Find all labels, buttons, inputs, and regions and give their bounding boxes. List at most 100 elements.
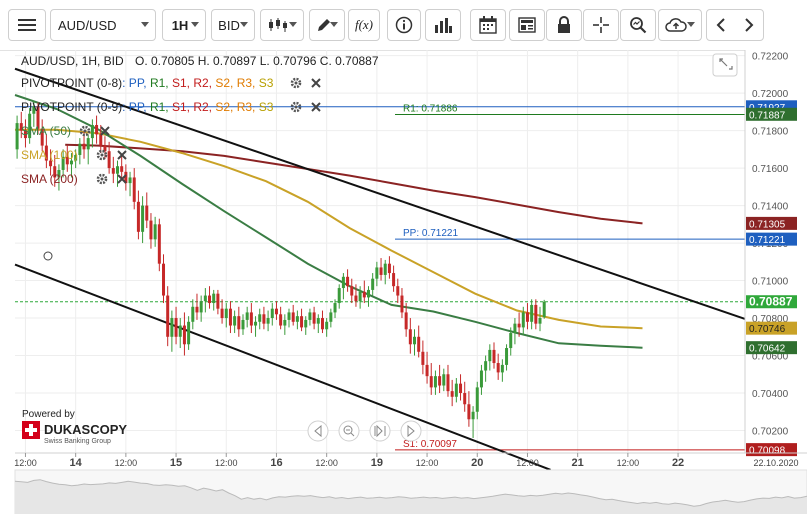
candle-body <box>74 154 78 161</box>
candle <box>387 256 391 279</box>
candle-body <box>199 301 203 313</box>
info-button[interactable] <box>387 9 421 41</box>
candle <box>308 308 312 326</box>
chevron-right-icon[interactable] <box>742 17 756 33</box>
candle-body <box>90 124 94 139</box>
trend-line[interactable] <box>14 67 746 320</box>
indicator-row[interactable]: PIVOTPOINT (0-8): PP, R1, S1, R2, S2, R3… <box>21 76 321 90</box>
indicator-row[interactable]: SMA (200) <box>21 172 127 186</box>
indicator-row[interactable]: SMA (100) <box>21 148 127 162</box>
news-button[interactable] <box>509 9 545 41</box>
candle <box>442 368 446 392</box>
expand-button[interactable] <box>712 53 738 77</box>
candle-body <box>291 312 295 322</box>
candle <box>375 261 379 287</box>
moving-averages <box>14 94 643 349</box>
candle <box>53 154 57 187</box>
candle-body <box>178 325 182 337</box>
timeframe-select[interactable]: 1H <box>162 9 206 41</box>
scroll-left-button[interactable] <box>307 420 329 442</box>
candle-body <box>417 336 421 352</box>
volume-button[interactable] <box>425 9 461 41</box>
gear-icon[interactable] <box>79 125 91 137</box>
price-badge: 0.70098 <box>746 443 797 457</box>
time-tick-label: 22 <box>672 457 684 469</box>
indicators-button[interactable]: f(x) <box>348 9 380 41</box>
zoom-button[interactable] <box>620 9 656 41</box>
indicator-row[interactable]: SMA (50) <box>21 124 110 138</box>
candle-body <box>237 316 241 330</box>
candle <box>329 308 333 328</box>
candle-body <box>82 143 86 150</box>
expand-icon <box>719 58 733 70</box>
close-icon[interactable] <box>117 174 127 184</box>
draw-handle[interactable] <box>43 251 53 261</box>
candle-body <box>228 308 232 326</box>
gear-hub <box>294 105 298 109</box>
price-chart[interactable]: R1: 0.71886 PP: 0.71221 S1: 0.70097 0.7020… <box>0 50 807 515</box>
price-side-select[interactable]: BID <box>211 9 255 41</box>
lock-button[interactable] <box>546 9 582 41</box>
calendar-button[interactable] <box>470 9 506 41</box>
candle <box>509 327 513 356</box>
price-badge: 0.71305 <box>746 216 797 230</box>
time-tick-label: 12:00 <box>416 458 439 468</box>
candle-body <box>61 156 65 170</box>
candle <box>341 273 345 300</box>
candle <box>258 308 262 330</box>
candles-icon <box>269 18 287 32</box>
gear-icon[interactable] <box>96 173 108 185</box>
candle <box>153 216 157 247</box>
candle-body <box>195 306 199 313</box>
candle <box>295 310 299 330</box>
time-tick-label: 12:00 <box>115 458 138 468</box>
close-icon[interactable] <box>117 150 127 160</box>
candle <box>136 190 140 240</box>
draw-tool-button[interactable] <box>309 9 345 41</box>
gear-icon[interactable] <box>290 101 302 113</box>
candle-body <box>103 145 107 152</box>
handle-icon[interactable] <box>43 251 53 261</box>
candle <box>199 295 203 322</box>
zoom-icon <box>630 17 647 34</box>
candle <box>400 288 404 319</box>
candle-body <box>32 106 36 114</box>
newspaper-icon <box>518 17 536 33</box>
close-icon[interactable] <box>311 78 321 88</box>
reset-zoom-button[interactable] <box>369 420 391 442</box>
scroll-right-button[interactable] <box>400 420 422 442</box>
chevron-left-icon[interactable] <box>714 17 728 33</box>
crosshair-button[interactable] <box>583 9 619 41</box>
candle-body <box>28 113 32 139</box>
candle <box>463 381 467 412</box>
chart-area[interactable]: R1: 0.71886 PP: 0.71221 S1: 0.70097 0.7020… <box>0 50 807 515</box>
gear-icon[interactable] <box>96 149 108 161</box>
candle <box>479 364 483 395</box>
candle-body <box>166 295 170 337</box>
chart-type-button[interactable] <box>260 9 304 41</box>
upload-button[interactable] <box>658 9 702 41</box>
indicator-row[interactable]: PIVOTPOINT (0-9): PP, R1, S1, R2, S2, R3… <box>21 100 321 114</box>
expand-button-frame[interactable] <box>712 53 738 77</box>
menu-button[interactable] <box>8 9 46 41</box>
candle <box>454 378 458 403</box>
candle-body <box>120 166 124 172</box>
close-icon[interactable] <box>100 126 110 136</box>
gear-hub <box>100 153 104 157</box>
candle <box>166 286 170 347</box>
candle <box>517 312 521 337</box>
gear-icon[interactable] <box>290 77 302 89</box>
timeframe-label: 1H <box>171 17 189 33</box>
candle <box>40 119 44 152</box>
zoom-out-button[interactable] <box>338 420 360 442</box>
candle-body <box>396 286 400 296</box>
candle <box>429 363 433 395</box>
candle-body <box>509 333 513 349</box>
candle-body <box>279 314 283 326</box>
candle <box>187 316 191 350</box>
symbol-select[interactable]: AUD/USD <box>50 9 156 41</box>
close-icon[interactable] <box>311 102 321 112</box>
time-tick-label: 12:00 <box>215 458 238 468</box>
candle <box>505 344 509 371</box>
trend-line[interactable] <box>14 263 551 471</box>
